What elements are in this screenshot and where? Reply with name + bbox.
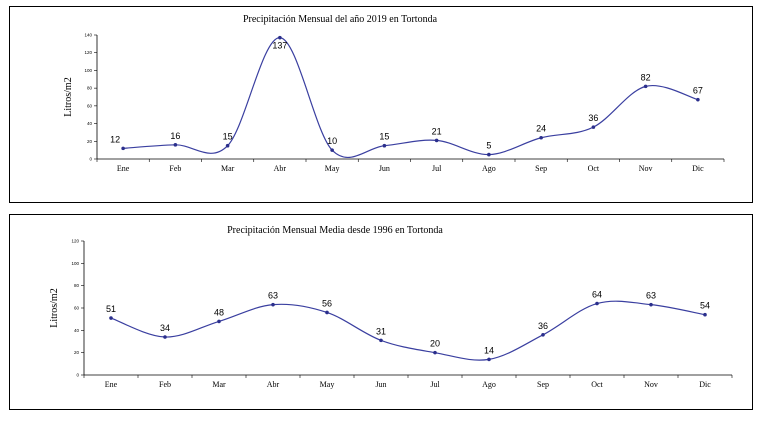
c2-data-label: 31 [376,326,386,336]
c1-data-point [173,143,178,147]
c2-data-label: 36 [538,321,548,331]
c2-x-tick-label: Mar [212,380,226,389]
c2-y-tick-label: 60 [74,306,80,311]
c2-y-tick-label: 20 [74,350,80,355]
c1-x-tick-label: Sep [535,164,547,173]
c1-data-label: 10 [327,136,337,146]
c2-y-tick-label: 120 [71,239,79,244]
c1-x-tick-label: Jun [379,164,390,173]
c2-x-tick-label: Nov [644,380,658,389]
chart-panel-2019: Precipitación Mensual del año 2019 en To… [9,6,753,203]
c1-y-tick-label: 0 [89,157,92,162]
c1-data-point [539,135,543,140]
c1-x-tick-label: Abr [274,164,287,173]
c2-data-label: 63 [646,291,656,301]
c2-x-tick-label: Jun [375,380,386,389]
c2-data-point [271,302,275,307]
c2-data-label: 56 [322,298,332,308]
c2-y-tick-label: 80 [74,283,80,288]
c2-title: Precipitación Mensual Media desde 1996 e… [227,225,443,236]
c2-x-tick-label: May [320,380,335,389]
c1-x-tick-label: Dic [692,164,704,173]
c2-data-point [379,338,383,343]
c2-x-tick-label: Feb [159,380,171,389]
c2-y-tick-label: 100 [71,261,79,266]
c2-data-point [163,335,167,339]
c1-data-label: 137 [272,41,287,51]
c2-data-point [217,319,221,324]
c1-data-label: 15 [223,132,233,142]
c1-data-label: 36 [588,113,598,123]
c2-x-tick-label: Oct [591,380,603,389]
c2-x-tick-label: Jul [430,380,440,389]
c1-y-tick-label: 100 [84,68,92,73]
c2-x-tick-label: Dic [699,380,711,389]
chart-2019-svg: Precipitación Mensual del año 2019 en To… [63,14,725,173]
c1-y-tick-label: 20 [87,139,93,144]
c1-data-point [696,97,700,102]
c1-x-tick-label: Jul [432,164,442,173]
c1-data-label: 16 [170,131,180,141]
chart-panel-average: Precipitación Mensual Media desde 1996 e… [9,214,753,410]
c1-data-label: 12 [110,134,120,144]
c2-y-tick-label: 40 [74,328,80,333]
c1-data-point [487,152,491,157]
c1-y-tick-label: 140 [84,33,92,38]
c1-x-tick-label: Mar [221,164,235,173]
c1-x-tick-label: Feb [169,164,181,173]
c1-x-tick-label: Oct [588,164,600,173]
c1-x-tick-label: Ago [482,164,496,173]
c2-series-line [110,300,706,361]
c1-y-tick-label: 80 [87,86,93,91]
c1-data-label: 15 [379,132,389,142]
c2-data-point [325,310,329,315]
c2-x-tick-label: Ene [105,380,118,389]
c1-data-label: 67 [693,86,703,96]
c2-data-point [703,312,707,317]
c1-data-point [434,138,439,143]
c2-y-axis-label: Litros/m2 [49,288,60,327]
chart-average-svg: Precipitación Mensual Media desde 1996 e… [49,225,733,389]
c1-data-label: 24 [536,124,546,134]
c1-data-point [225,143,230,148]
c1-data-point [278,35,282,40]
c1-x-tick-label: Nov [639,164,653,173]
c1-data-point [121,146,125,151]
c2-data-point [433,350,437,355]
c2-data-point [595,301,599,306]
c1-y-axis-label: Litros/m2 [63,77,74,116]
c2-data-label: 20 [430,339,440,349]
c2-data-point [649,302,653,307]
c2-data-label: 48 [214,307,224,317]
c2-data-label: 54 [700,301,710,311]
c1-data-point [643,84,648,89]
c1-x-tick-label: Ene [117,164,130,173]
c2-x-tick-label: Sep [537,380,549,389]
c1-series-line [123,37,699,158]
c1-title: Precipitación Mensual del año 2019 en To… [243,14,438,25]
c1-y-tick-label: 120 [84,50,92,55]
c2-data-label: 63 [268,291,278,301]
c1-y-tick-label: 60 [87,103,93,108]
c1-data-label: 5 [486,141,491,151]
c2-data-label: 64 [592,290,602,300]
c2-y-tick-label: 0 [76,373,79,378]
c1-data-label: 82 [641,72,651,82]
c2-x-tick-label: Ago [482,380,496,389]
c1-data-label: 21 [432,126,442,136]
c2-data-point [487,357,491,362]
c2-data-label: 14 [484,345,494,355]
c1-x-tick-label: May [325,164,340,173]
c1-data-point [591,125,596,129]
c2-data-point [541,333,545,337]
c2-data-label: 51 [106,304,116,314]
c2-data-point [109,316,113,320]
c1-data-point [330,148,334,152]
c2-data-label: 34 [160,323,170,333]
c2-x-tick-label: Abr [267,380,280,389]
c1-y-tick-label: 40 [87,121,93,126]
c1-data-point [382,143,387,148]
